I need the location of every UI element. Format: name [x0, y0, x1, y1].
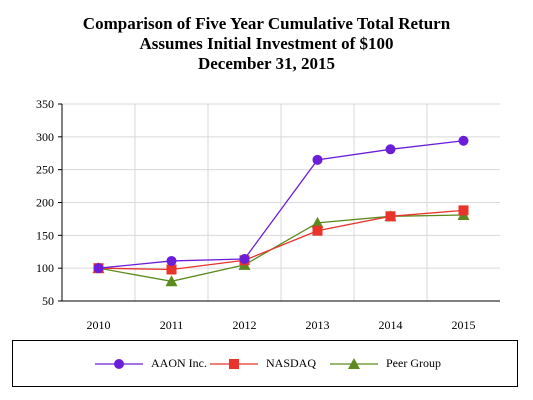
y-tick-label-200: 200: [36, 196, 54, 210]
y-tick-label-50: 50: [42, 294, 54, 308]
legend-swatch-aaon: [95, 358, 143, 369]
data-point-aaon-inc-2012: [239, 253, 250, 264]
series-line-aaon-inc: [98, 140, 464, 269]
data-point-aaon-inc-2011: [166, 255, 177, 266]
legend-swatch-nasdaq: [210, 358, 258, 369]
data-point-peer-group-2013: [311, 216, 324, 228]
chart-title: Comparison of Five Year Cumulative Total…: [82, 14, 451, 33]
y-tick-label-300: 300: [36, 130, 54, 144]
x-tick-label-2010: 2010: [87, 318, 111, 332]
y-tick-label-100: 100: [36, 261, 54, 275]
y-tick-label-150: 150: [36, 228, 54, 242]
legend-marker: [114, 358, 124, 369]
chart-subtitle: Assumes Initial Investment of $100: [139, 34, 394, 53]
legend-label-aaon: AAON Inc.: [151, 356, 207, 370]
series-line-nasdaq: [98, 209, 464, 271]
legend-swatch-peer-group: [330, 357, 378, 369]
data-point-nasdaq-2011: [166, 264, 177, 275]
chart-title-block: Comparison of Five Year Cumulative Total…: [0, 14, 533, 74]
x-tick-label-2015: 2015: [452, 318, 476, 332]
chart-date: December 31, 2015: [197, 54, 336, 73]
y-tick-label-350: 350: [36, 97, 54, 111]
legend-item-aaon: AAON Inc.: [93, 341, 207, 386]
legend: AAON Inc. NASDAQ Peer Group: [12, 340, 518, 387]
x-tick-label-2011: 2011: [160, 318, 184, 332]
data-point-aaon-inc-2015: [458, 135, 469, 146]
data-point-aaon-inc-2013: [312, 154, 323, 165]
legend-item-peer-group: Peer Group: [328, 341, 441, 386]
data-point-nasdaq-2013: [312, 225, 323, 236]
x-tick-label-2014: 2014: [379, 318, 403, 332]
x-tick-label-2013: 2013: [306, 318, 330, 332]
data-point-aaon-inc-2014: [385, 144, 396, 155]
legend-item-nasdaq: NASDAQ: [208, 341, 316, 386]
legend-label-nasdaq: NASDAQ: [266, 356, 317, 370]
data-point-nasdaq-2015: [458, 205, 469, 216]
legend-marker: [229, 358, 239, 369]
legend-label-peer-group: Peer Group: [386, 356, 441, 370]
data-point-aaon-inc-2010: [93, 263, 104, 274]
x-tick-label-2012: 2012: [233, 318, 257, 332]
y-tick-label-250: 250: [36, 163, 54, 177]
series-line-peer-group: [98, 214, 464, 282]
legend-marker: [348, 357, 360, 369]
data-point-peer-group-2011: [165, 275, 178, 287]
data-point-nasdaq-2014: [385, 211, 396, 222]
